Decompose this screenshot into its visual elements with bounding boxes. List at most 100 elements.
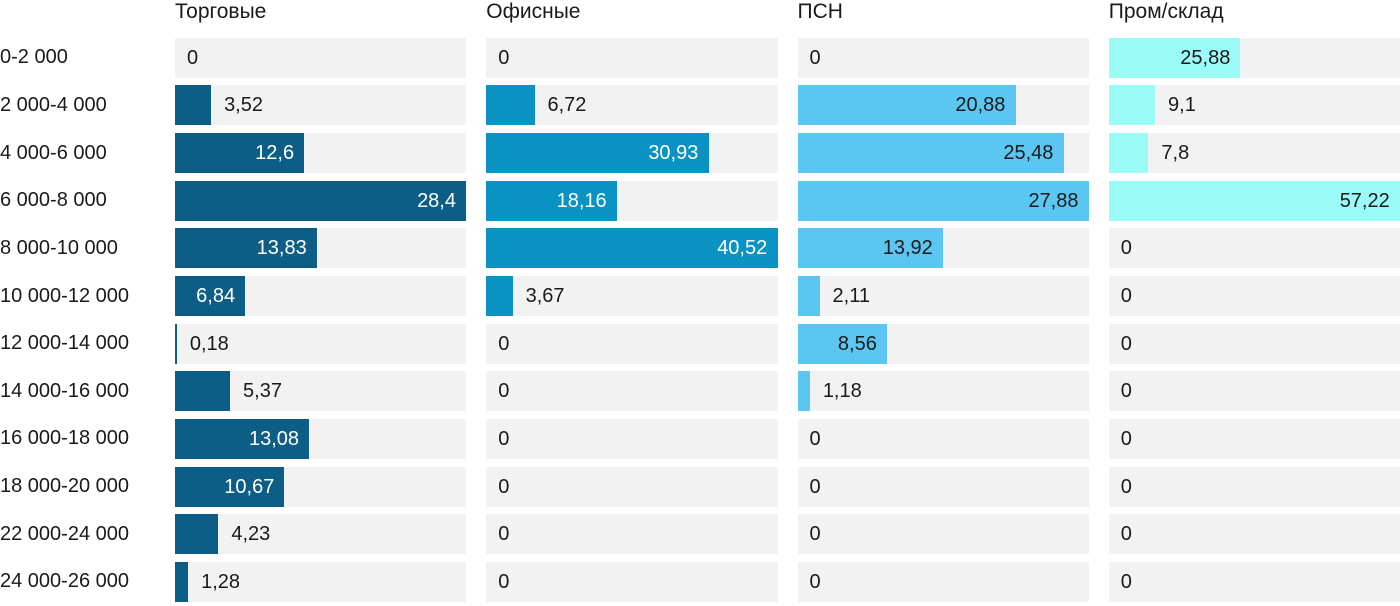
bar-value-label: 27,88 — [1028, 189, 1079, 212]
bar — [175, 85, 212, 126]
bar-track: 30,93 — [486, 133, 778, 174]
bar-value-label: 0,18 — [189, 332, 229, 355]
row-label: 10 000-12 000 — [0, 284, 130, 307]
bar-cell: 2,11 — [797, 272, 1089, 320]
row-label: 22 000-24 000 — [0, 522, 130, 545]
bar-track: 0,18 — [175, 323, 467, 364]
bar-value-label: 13,83 — [256, 237, 307, 260]
bar-cell: 0 — [486, 320, 778, 368]
bar-value-label: 2,11 — [832, 285, 870, 308]
bar-cell: 13,92 — [797, 225, 1089, 273]
bar-value-label: 0 — [1120, 570, 1132, 593]
bar — [486, 276, 513, 317]
bar-value-label: 25,88 — [1180, 46, 1231, 69]
column-header-3: ПСН — [797, 0, 843, 23]
bar-value-label: 9,1 — [1168, 94, 1196, 117]
bar-cell: 25,88 — [1108, 34, 1400, 82]
bar — [1108, 133, 1149, 174]
bar-value-label: 0 — [1120, 285, 1132, 308]
bar-track: 25,48 — [797, 133, 1089, 174]
bar-value-label: 1,28 — [201, 570, 241, 593]
bar-cell: 57,22 — [1108, 177, 1400, 225]
row-label: 12 000-14 000 — [0, 332, 130, 355]
bar-track: 0 — [1108, 466, 1400, 507]
bar — [175, 180, 467, 221]
bar-track: 57,22 — [1108, 180, 1400, 221]
bar — [175, 371, 231, 412]
bar-track: 0 — [486, 371, 778, 412]
bar-track: 18,16 — [486, 180, 778, 221]
bar-value-label: 0 — [498, 427, 510, 450]
bar-value-label: 13,08 — [248, 427, 300, 450]
bar-cell: 0 — [486, 558, 778, 606]
bar-cell: 0 — [1108, 367, 1400, 415]
bar — [1108, 37, 1241, 78]
bar-cell: 18,16 — [486, 177, 778, 225]
bar-cell: 12,6 — [175, 129, 467, 177]
bar-track: 4,23 — [175, 514, 467, 555]
bar-track: 2,11 — [797, 276, 1089, 317]
bar-track: 0 — [1108, 276, 1400, 317]
bar — [486, 133, 709, 174]
bar-cell: 0 — [486, 367, 778, 415]
bar-cell: 0 — [486, 415, 778, 463]
bar-cell: 8,56 — [797, 320, 1089, 368]
bar-cell: 0 — [1108, 320, 1400, 368]
bar-track: 7,8 — [1108, 133, 1400, 174]
bar-value-label: 0 — [498, 46, 510, 69]
bar-track: 12,6 — [175, 133, 467, 174]
bar-value-label: 0 — [498, 475, 510, 498]
bar-track: 8,56 — [797, 323, 1089, 364]
bar-value-label: 0 — [498, 570, 510, 593]
bar — [175, 561, 189, 602]
bar-cell: 0 — [486, 510, 778, 558]
bar — [797, 228, 943, 269]
bar — [175, 276, 246, 317]
bar-track: 0 — [1108, 418, 1400, 459]
bar-value-label: 0 — [1120, 332, 1132, 355]
bar-value-label: 57,22 — [1339, 189, 1390, 212]
bar-track: 27,88 — [797, 180, 1089, 221]
bar-value-label: 8,56 — [837, 332, 877, 355]
bar-cell: 0,18 — [175, 320, 467, 368]
bar-track: 0 — [797, 418, 1089, 459]
bar-value-label: 10,67 — [224, 475, 275, 498]
bar-value-label: 18,16 — [556, 189, 607, 212]
bar-cell: 0 — [1108, 415, 1400, 463]
bar-value-label: 28,4 — [417, 189, 456, 212]
bar-cell: 0 — [1108, 558, 1400, 606]
bar-cell: 1,28 — [175, 558, 467, 606]
bar — [1108, 180, 1400, 221]
bar-cell: 20,88 — [797, 82, 1089, 130]
bar-track: 6,84 — [175, 276, 467, 317]
row-label: 14 000-16 000 — [0, 379, 130, 402]
bar-track: 6,72 — [486, 85, 778, 126]
bar-track: 20,88 — [797, 85, 1089, 126]
bar-cell: 0 — [797, 463, 1089, 511]
bar-cell: 5,37 — [175, 367, 467, 415]
bar-cell: 27,88 — [797, 177, 1089, 225]
bar-value-label: 13,92 — [882, 237, 933, 260]
bar-value-label: 0 — [1120, 475, 1132, 498]
bar — [486, 228, 778, 269]
row-label: 16 000-18 000 — [0, 427, 130, 450]
bar-value-label: 0 — [187, 46, 199, 69]
bar-value-label: 0 — [498, 380, 510, 403]
bar — [797, 180, 1089, 221]
bar-track: 0 — [1108, 228, 1400, 269]
bar-cell: 7,8 — [1108, 129, 1400, 177]
bar-cell: 13,83 — [175, 225, 467, 273]
row-label: 2 000-4 000 — [0, 93, 107, 116]
bar — [797, 85, 1016, 126]
bar-value-label: 0 — [809, 570, 821, 593]
bar-value-label: 1,18 — [822, 380, 862, 403]
bar-track: 1,28 — [175, 561, 467, 602]
bar-value-label: 40,52 — [717, 237, 768, 260]
bar-cell: 25,48 — [797, 129, 1089, 177]
bar-value-label: 0 — [1120, 523, 1132, 546]
bar-track: 25,88 — [1108, 37, 1400, 78]
bar-value-label: 0 — [809, 475, 821, 498]
bar-track: 0 — [797, 466, 1089, 507]
bar-cell: 0 — [1108, 463, 1400, 511]
